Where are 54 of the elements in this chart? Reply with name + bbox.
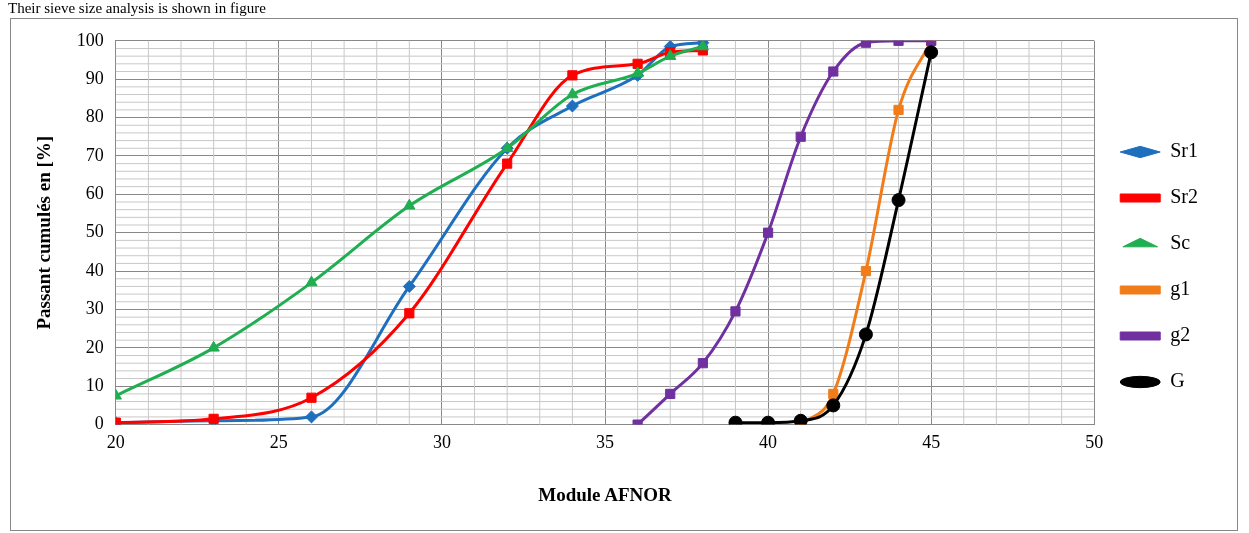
point	[730, 306, 741, 317]
x-tick-label: 50	[1085, 432, 1104, 453]
point	[565, 99, 579, 113]
point	[403, 198, 416, 210]
x-tick-label: 45	[922, 432, 941, 453]
point	[893, 104, 904, 115]
point	[207, 340, 220, 352]
point	[502, 158, 513, 169]
point	[924, 45, 939, 60]
point	[304, 410, 318, 424]
point	[828, 66, 839, 77]
y-tick-label: 0	[94, 413, 104, 434]
y-tick-label: 80	[85, 106, 104, 127]
point	[826, 398, 841, 413]
point	[402, 279, 416, 293]
x-tick-label: 20	[106, 432, 125, 453]
y-axis-title: Passant cumulés en [%]	[33, 135, 55, 330]
point	[305, 275, 318, 287]
x-axis-title: Module AFNOR	[538, 483, 673, 505]
point	[891, 193, 906, 208]
point	[860, 265, 872, 277]
text: Their sieve size analysis is shown in figure	[8, 0, 266, 16]
y-tick-label: 100	[76, 29, 104, 50]
point	[632, 58, 643, 69]
legend-label: g1	[1170, 277, 1191, 301]
y-tick-label: 40	[85, 259, 104, 280]
x-tick-label: 35	[596, 432, 615, 453]
point	[858, 327, 873, 342]
point	[697, 358, 708, 369]
y-tick-label: 50	[85, 221, 104, 242]
point	[566, 87, 579, 99]
y-tick-label: 10	[85, 374, 104, 395]
x-tick-label: 40	[759, 432, 778, 453]
legend-label: Sc	[1170, 231, 1191, 254]
point	[762, 227, 774, 238]
x-tick-label: 30	[432, 432, 451, 453]
y-tick-label: 70	[85, 144, 104, 165]
legend-label: g2	[1170, 323, 1191, 347]
x-tick-label: 25	[269, 432, 288, 453]
legend-label: G	[1170, 369, 1185, 392]
point	[665, 388, 676, 399]
point	[793, 413, 808, 425]
point	[828, 388, 839, 399]
y-tick-label: 90	[85, 67, 104, 88]
y-tick-label: 60	[85, 183, 104, 204]
legend-label: Sr2	[1170, 185, 1199, 208]
y-tick-label: 20	[85, 336, 104, 357]
point	[567, 70, 578, 81]
point	[795, 131, 806, 142]
legend-label: Sr1	[1170, 139, 1199, 162]
point	[631, 66, 644, 78]
y-tick-label: 30	[85, 298, 104, 319]
point	[306, 392, 317, 403]
point	[404, 308, 415, 319]
